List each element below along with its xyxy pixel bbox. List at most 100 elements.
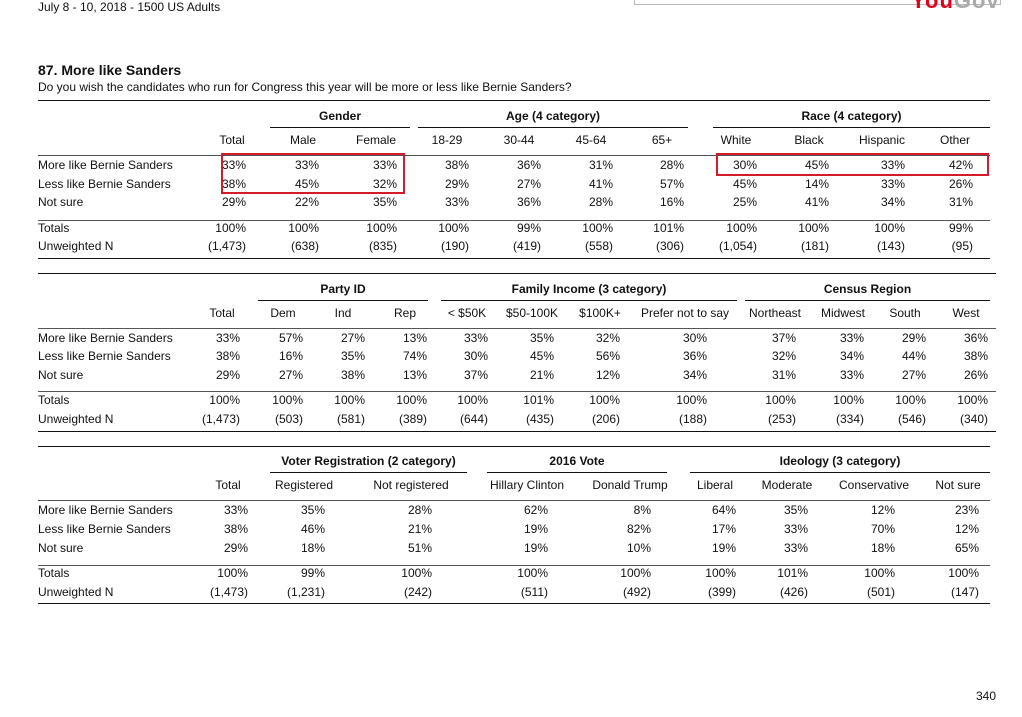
- totals-cell: (1,473): [209, 585, 248, 599]
- totals-cell: 100%: [895, 393, 926, 407]
- table-cell: 25%: [732, 195, 757, 209]
- totals-rule: [38, 391, 996, 392]
- column-header: Total: [219, 133, 245, 147]
- totals-cell: (253): [767, 412, 796, 426]
- totals-cell: (492): [622, 585, 651, 599]
- table-cell: 18%: [300, 541, 325, 555]
- column-header: Liberal: [696, 478, 734, 492]
- totals-cell: (426): [779, 585, 808, 599]
- table-cell: 57%: [278, 331, 303, 345]
- table-cell: 32%: [372, 177, 397, 191]
- table-cell: 37%: [463, 368, 488, 382]
- table-cell: 38%: [223, 522, 248, 536]
- table-cell: 33%: [221, 158, 246, 172]
- table-cell: 38%: [963, 349, 988, 363]
- totals-cell: 100%: [948, 566, 979, 580]
- totals-cell: (190): [440, 239, 469, 253]
- table-cell: 30%: [682, 331, 707, 345]
- totals-label: Totals: [38, 566, 70, 580]
- column-header: White: [720, 133, 752, 147]
- group-header: Age (4 category): [505, 109, 601, 123]
- table-cell: 45%: [529, 349, 554, 363]
- table-cell: 19%: [523, 541, 548, 555]
- totals-cell: 99%: [300, 566, 325, 580]
- table-cell: 19%: [523, 522, 548, 536]
- totals-cell: 100%: [705, 566, 736, 580]
- totals-label: Totals: [38, 221, 70, 235]
- totals-cell: (306): [655, 239, 684, 253]
- group-header: 2016 Vote: [549, 454, 605, 468]
- logo-you: You: [911, 0, 954, 13]
- row-label: Not sure: [38, 368, 84, 382]
- column-header: Moderate: [761, 478, 813, 492]
- table-cell: 19%: [711, 541, 736, 555]
- table-cell: 27%: [901, 368, 926, 382]
- table-cell: 27%: [340, 331, 365, 345]
- row-label: Less like Bernie Sanders: [38, 349, 171, 363]
- table-cell: 35%: [783, 503, 808, 517]
- table-top-rule: [38, 446, 990, 447]
- group-underline: [745, 300, 990, 301]
- table-cell: 16%: [659, 195, 684, 209]
- totals-cell: (1,231): [286, 585, 325, 599]
- column-header: Black: [794, 133, 824, 147]
- table-cell: 42%: [948, 158, 973, 172]
- totals-cell: (143): [876, 239, 905, 253]
- totals-label: Unweighted N: [38, 585, 114, 599]
- totals-cell: (501): [866, 585, 895, 599]
- table-cell: 36%: [682, 349, 707, 363]
- totals-cell: (558): [584, 239, 613, 253]
- group-underline: [441, 300, 737, 301]
- table-cell: 28%: [659, 158, 684, 172]
- table-cell: 29%: [221, 195, 246, 209]
- group-underline: [270, 127, 410, 128]
- totals-cell: (389): [398, 412, 427, 426]
- totals-cell: (95): [951, 239, 973, 253]
- table-cell: 35%: [300, 503, 325, 517]
- totals-cell: (340): [959, 412, 988, 426]
- table-cell: 45%: [804, 158, 829, 172]
- totals-cell: (181): [800, 239, 829, 253]
- group-underline: [487, 472, 667, 473]
- totals-cell: 100%: [957, 393, 988, 407]
- question-title: 87. More like Sanders: [38, 62, 182, 78]
- table-cell: 18%: [870, 541, 895, 555]
- table-cell: 41%: [588, 177, 613, 191]
- row-label: Less like Bernie Sanders: [38, 177, 171, 191]
- totals-cell: (419): [512, 239, 541, 253]
- table-cell: 33%: [215, 331, 240, 345]
- table-cell: 64%: [711, 503, 736, 517]
- table-cell: 16%: [278, 349, 303, 363]
- totals-cell: (242): [403, 585, 432, 599]
- group-header: Family Income (3 category): [511, 282, 667, 296]
- group-header: Census Region: [823, 282, 912, 296]
- column-header: Ind: [334, 306, 352, 320]
- row-label: More like Bernie Sanders: [38, 503, 173, 517]
- totals-cell: (206): [591, 412, 620, 426]
- column-header: Other: [939, 133, 971, 147]
- row-label: Not sure: [38, 195, 84, 209]
- table-cell: 36%: [516, 195, 541, 209]
- column-header: 18-29: [431, 133, 463, 147]
- table-cell: 37%: [771, 331, 796, 345]
- question-text: Do you wish the candidates who run for C…: [38, 80, 572, 94]
- logo-gov: Gov: [953, 0, 1000, 13]
- yougov-logo: YouGov: [911, 0, 1000, 14]
- totals-cell: (435): [525, 412, 554, 426]
- column-header: 65+: [651, 133, 673, 147]
- table-cell: 41%: [804, 195, 829, 209]
- totals-cell: 99%: [948, 221, 973, 235]
- totals-cell: (188): [678, 412, 707, 426]
- totals-cell: 100%: [589, 393, 620, 407]
- row-label: Less like Bernie Sanders: [38, 522, 171, 536]
- table-cell: 22%: [294, 195, 319, 209]
- table-cell: 8%: [633, 503, 651, 517]
- table-cell: 34%: [880, 195, 905, 209]
- table-cell: 36%: [963, 331, 988, 345]
- table-cell: 34%: [682, 368, 707, 382]
- table-cell: 31%: [771, 368, 796, 382]
- totals-cell: 100%: [288, 221, 319, 235]
- totals-cell: 100%: [366, 221, 397, 235]
- table-cell: 36%: [516, 158, 541, 172]
- column-header: Total: [215, 478, 241, 492]
